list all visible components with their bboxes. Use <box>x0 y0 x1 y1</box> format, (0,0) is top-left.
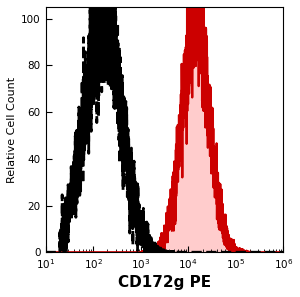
Y-axis label: Relative Cell Count: Relative Cell Count <box>7 77 17 183</box>
X-axis label: CD172g PE: CD172g PE <box>118 275 211 290</box>
